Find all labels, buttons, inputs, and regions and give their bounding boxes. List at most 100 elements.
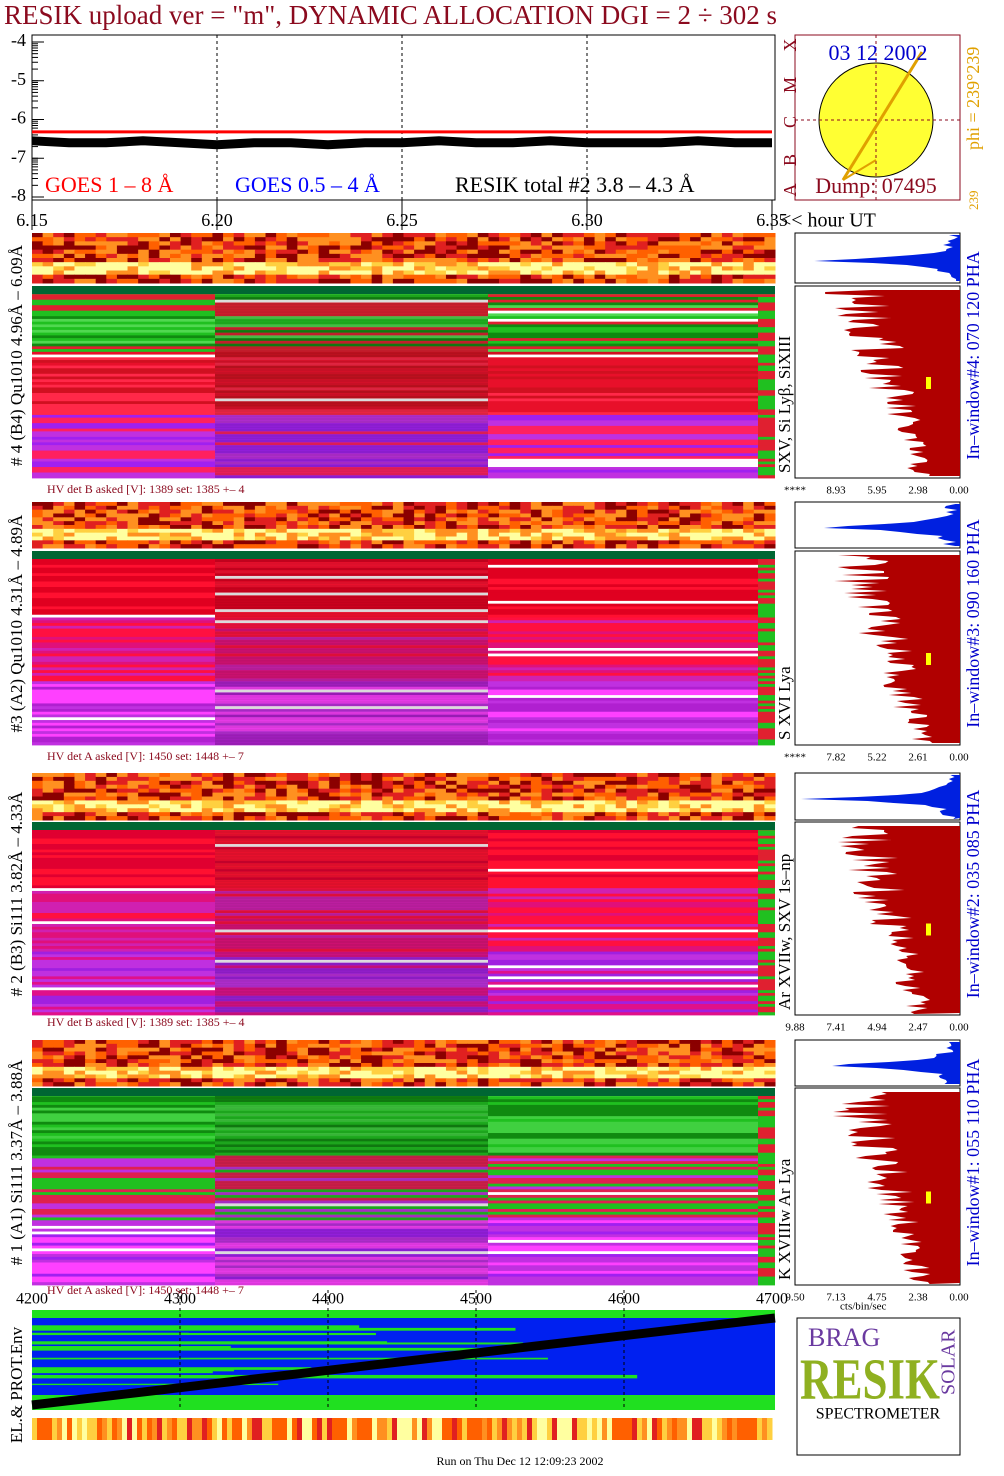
band-cell [541,780,553,786]
band-cell [223,1066,235,1072]
band-cell [159,258,171,263]
band-cell [169,509,182,514]
band-cell [63,788,75,794]
band-cell [520,804,532,809]
stripe [758,959,775,964]
band-cell [371,532,383,537]
band-cell [668,525,680,530]
stripe [32,332,215,336]
band-cell [329,513,341,518]
band-cell [371,258,383,263]
band-cell [424,792,436,797]
band-cell [297,1051,309,1056]
band-cell [467,233,479,238]
stripe [215,1234,488,1238]
band-cell [42,245,54,251]
band-cell [530,773,542,778]
band-cell [148,1082,160,1087]
band-cell [392,253,404,259]
band-cell [530,237,542,242]
band-cell [85,502,97,507]
band-cell [127,233,139,238]
band-cell [63,812,75,817]
band-cell [743,258,755,263]
band-cell [265,808,277,813]
band-cell [414,258,426,263]
band-cell [721,800,734,805]
band-cell [477,1043,489,1049]
band-cell [488,792,500,797]
stripe [32,1163,215,1168]
band-cell [180,1078,192,1083]
stripe [215,736,488,740]
stripe [758,475,775,479]
band-cell [552,544,564,549]
band-cell [297,784,309,790]
stripe [488,1099,758,1103]
spectrum-tick: 9.88 [785,1022,805,1034]
stripe [758,1161,775,1165]
band-cell [42,1066,54,1072]
band-cell [743,262,755,267]
band-cell [201,245,213,251]
band-cell [265,800,277,805]
band-cell [254,1082,267,1087]
stripe [488,409,758,413]
band-cell [42,784,54,790]
band-cell [244,245,256,251]
band-cell [445,540,458,545]
band-cell [637,1051,649,1056]
env-strip [32,1346,231,1350]
band-cell [201,1047,213,1052]
band-cell [223,808,235,813]
band-cell [414,233,426,238]
band-cell [456,262,468,267]
band-cell [403,1040,415,1045]
light-curve [31,136,772,150]
band-cell [361,505,373,511]
band-cell [711,521,723,526]
band-cell [509,509,521,514]
band-cell [138,1047,150,1052]
band-cell [711,544,723,549]
band-cell [32,1055,44,1060]
color-bar [627,1418,633,1440]
color-bar [532,1418,538,1440]
band-cell [169,1066,182,1072]
band-cell [32,540,44,545]
band-cell [201,502,213,507]
stripe [32,992,215,997]
band-cell [329,509,341,514]
band-cell [127,788,139,794]
band-cell [244,528,256,534]
band-cell [552,1082,564,1087]
stripe [215,472,488,476]
stripe [32,1149,215,1154]
stripe [32,387,215,391]
band-cell [307,812,320,817]
band-cell [361,1059,373,1064]
band-cell [191,540,203,545]
band-cell [637,773,649,778]
stripe [215,617,488,621]
band-cell [85,808,97,813]
stripe [215,1256,488,1261]
band-cell [658,812,670,817]
band-cell [53,513,65,518]
stripe [488,570,758,574]
band-cell [74,1066,86,1072]
band-cell [403,1082,415,1087]
band-cell [764,776,776,782]
band-cell [382,780,394,786]
band-cell [254,788,267,794]
band-cell [138,233,150,238]
x-tick-label: 4500 [460,1291,492,1308]
band-cell [711,780,723,786]
band-cell [297,517,309,522]
band-cell [530,796,542,801]
band-cell [339,233,351,238]
band-cell [658,233,670,238]
band-cell [647,816,659,821]
spectrum-tick: 0.00 [949,1292,969,1304]
stripe [215,1211,488,1216]
